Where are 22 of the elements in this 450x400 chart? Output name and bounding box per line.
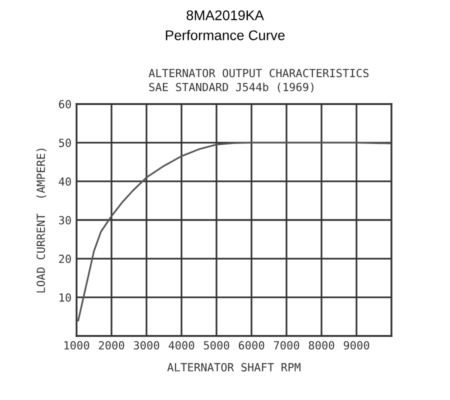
y-tick-label: 60 [58, 100, 71, 108]
x-axis-title: ALTERNATOR SHAFT RPM [167, 363, 300, 372]
text: ALTERNATOR OUTPUT CHARACTERISTICS [148, 68, 369, 78]
x-tick-label: 7000 [274, 341, 300, 350]
line-series [77, 142, 392, 322]
y-axis-title: LOAD CURRENT (AMPERE) [36, 148, 46, 292]
x-tick-label: 6000 [238, 341, 264, 350]
x-tick-label: 2000 [98, 341, 124, 350]
x-tick-label: 3000 [134, 341, 160, 350]
chart-subtitle: Performance Curve [166, 30, 285, 40]
y-tick-label: 20 [59, 254, 71, 264]
y-tick-label: 50 [59, 138, 71, 148]
y-tick-label: 30 [59, 216, 71, 224]
x-tick-label: 1000 [64, 341, 90, 350]
x-tick-label: 5000 [204, 341, 230, 350]
x-tick-label: 4000 [168, 341, 194, 350]
y-tick-label: 10 [60, 293, 71, 302]
text: SAE STANDARD J544b (1969) [149, 82, 314, 93]
x-tick-label: 9000 [344, 341, 370, 350]
chart-title: 8MA2019KA [186, 10, 264, 20]
y-tick-label: 40 [58, 177, 71, 186]
x-tick-label: 8000 [308, 341, 334, 350]
